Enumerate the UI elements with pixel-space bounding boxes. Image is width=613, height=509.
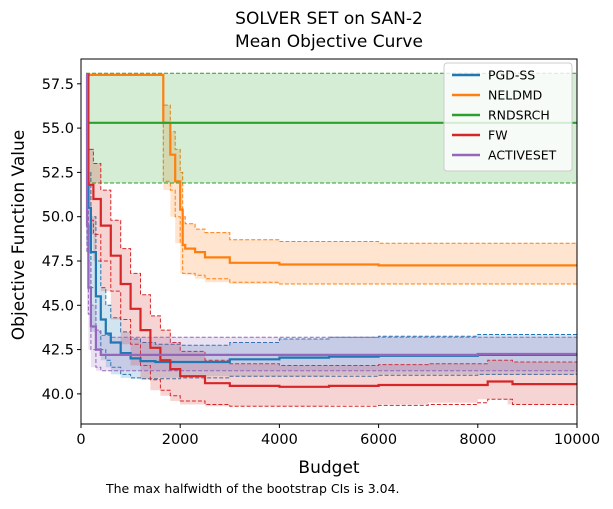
legend-label: FW: [488, 128, 508, 143]
series-line-pgd-ss: [86, 73, 577, 364]
y-tick-label: 42.5: [42, 343, 74, 359]
ci-lower-fw: [86, 74, 577, 407]
ci-upper-fw: [86, 74, 577, 366]
plot-frame: [80, 58, 578, 425]
y-tick-label: 47.5: [42, 254, 74, 270]
y-axis-label: Objective Function Value: [9, 130, 29, 340]
series-line-neldmd: [86, 73, 577, 267]
ci-band-pgd-ss: [86, 74, 577, 379]
legend-label: ACTIVESET: [488, 148, 557, 163]
ci-lower-neldmd: [86, 74, 577, 285]
ci-lower-activeset: [86, 74, 577, 372]
x-tick-label: 0: [76, 432, 85, 448]
x-tick-label: 4000: [261, 432, 298, 448]
x-tick-label: 10000: [554, 432, 600, 448]
y-tick-label: 52.5: [42, 165, 74, 181]
series-line-activeset: [85, 73, 577, 356]
x-tick-label: 8000: [459, 432, 496, 448]
axes: 0 2000 4000 6000 8000 10000 40.0 42.5 45.0 47.5 50…: [42, 58, 600, 448]
footnote: The max halfwidth of the bootstrap CIs i…: [105, 481, 400, 496]
legend-box: [443, 62, 573, 172]
x-tick-label: 2000: [162, 432, 199, 448]
legend: PGD-SS NELDMD RNDSRCH FW ACTIVESET: [443, 62, 573, 172]
x-tick-label: 6000: [360, 432, 397, 448]
ci-band-neldmd: [86, 74, 577, 285]
y-tick-label: 57.5: [42, 77, 74, 93]
y-tick-label: 45.0: [42, 298, 74, 314]
legend-label: RNDSRCH: [488, 108, 550, 123]
x-axis-label: Budget: [298, 458, 359, 478]
legend-label: NELDMD: [488, 88, 542, 103]
series-line-fw: [86, 73, 577, 388]
ci-band-fw: [86, 74, 577, 407]
chart-title-line2: Mean Objective Curve: [235, 32, 423, 52]
y-tick-label: 50.0: [42, 210, 74, 226]
legend-label: PGD-SS: [488, 68, 535, 83]
ci-upper-activeset: [86, 74, 577, 338]
chart-title-line1: SOLVER SET on SAN-2: [235, 9, 423, 29]
ci-upper-pgd-ss: [86, 74, 577, 346]
y-tick-label: 55.0: [42, 121, 74, 137]
y-tick-label: 40.0: [42, 387, 74, 403]
ci-band-activeset: [86, 74, 577, 371]
